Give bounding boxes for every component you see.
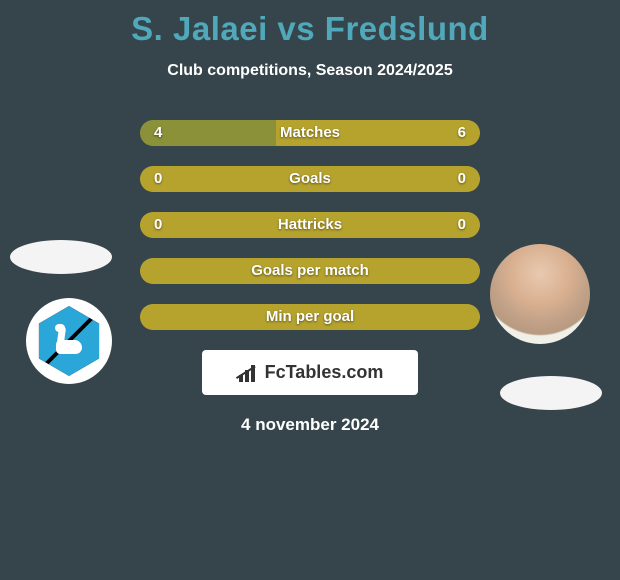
club-badge bbox=[34, 306, 104, 376]
stat-row: Goals per match bbox=[140, 258, 480, 284]
player1-club-logo bbox=[26, 298, 112, 384]
date-text: 4 november 2024 bbox=[0, 415, 620, 435]
stat-label: Min per goal bbox=[140, 304, 480, 330]
stat-label: Matches bbox=[140, 120, 480, 146]
stat-label: Hattricks bbox=[140, 212, 480, 238]
stat-label: Goals bbox=[140, 166, 480, 192]
swan-icon bbox=[52, 326, 86, 356]
stat-label: Goals per match bbox=[140, 258, 480, 284]
brand-text: FcTables.com bbox=[265, 362, 384, 383]
player2-photo bbox=[490, 244, 590, 344]
brand-box: FcTables.com bbox=[202, 350, 418, 395]
page-title: S. Jalaei vs Fredslund bbox=[0, 0, 620, 48]
subtitle: Club competitions, Season 2024/2025 bbox=[0, 62, 620, 80]
chart-icon bbox=[237, 364, 259, 382]
stats-area: 46Matches 00Goals 00Hattricks Goals per mat… bbox=[0, 120, 620, 435]
stat-row: Min per goal bbox=[140, 304, 480, 330]
player1-photo-placeholder bbox=[10, 240, 112, 274]
player2-club-placeholder bbox=[500, 376, 602, 410]
stat-row: 00Hattricks bbox=[140, 212, 480, 238]
stat-row: 46Matches bbox=[140, 120, 480, 146]
stat-row: 00Goals bbox=[140, 166, 480, 192]
